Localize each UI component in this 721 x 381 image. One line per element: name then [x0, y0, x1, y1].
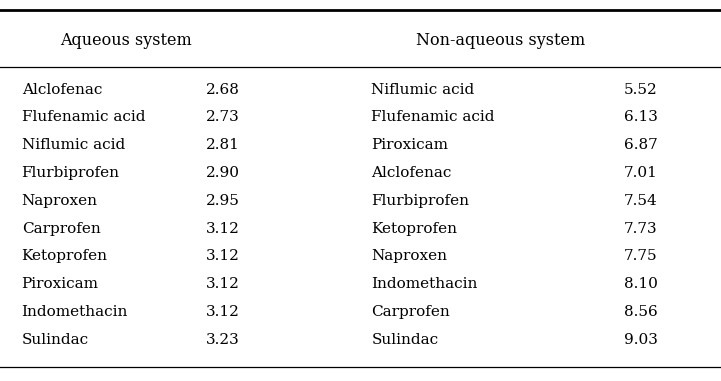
Text: Ketoprofen: Ketoprofen — [22, 250, 107, 263]
Text: Flurbiprofen: Flurbiprofen — [371, 194, 469, 208]
Text: 8.56: 8.56 — [624, 305, 658, 319]
Text: 2.90: 2.90 — [205, 166, 239, 180]
Text: Alclofenac: Alclofenac — [22, 83, 102, 96]
Text: Naproxen: Naproxen — [371, 250, 447, 263]
Text: 6.87: 6.87 — [624, 138, 658, 152]
Text: 3.12: 3.12 — [205, 277, 239, 291]
Text: 3.12: 3.12 — [205, 305, 239, 319]
Text: 8.10: 8.10 — [624, 277, 658, 291]
Text: Aqueous system: Aqueous system — [61, 32, 192, 48]
Text: Flufenamic acid: Flufenamic acid — [22, 110, 145, 124]
Text: 9.03: 9.03 — [624, 333, 658, 347]
Text: 6.13: 6.13 — [624, 110, 658, 124]
Text: 7.73: 7.73 — [624, 222, 658, 235]
Text: Carprofen: Carprofen — [371, 305, 450, 319]
Text: 2.81: 2.81 — [205, 138, 239, 152]
Text: 7.01: 7.01 — [624, 166, 658, 180]
Text: Piroxicam: Piroxicam — [371, 138, 448, 152]
Text: Carprofen: Carprofen — [22, 222, 100, 235]
Text: Naproxen: Naproxen — [22, 194, 97, 208]
Text: Flufenamic acid: Flufenamic acid — [371, 110, 495, 124]
Text: Indomethacin: Indomethacin — [371, 277, 478, 291]
Text: 2.68: 2.68 — [205, 83, 239, 96]
Text: Niflumic acid: Niflumic acid — [371, 83, 474, 96]
Text: 7.75: 7.75 — [624, 250, 658, 263]
Text: Alclofenac: Alclofenac — [371, 166, 451, 180]
Text: 2.73: 2.73 — [205, 110, 239, 124]
Text: Sulindac: Sulindac — [371, 333, 438, 347]
Text: Flurbiprofen: Flurbiprofen — [22, 166, 120, 180]
Text: Non-aqueous system: Non-aqueous system — [417, 32, 585, 48]
Text: Piroxicam: Piroxicam — [22, 277, 99, 291]
Text: Ketoprofen: Ketoprofen — [371, 222, 457, 235]
Text: 3.12: 3.12 — [205, 222, 239, 235]
Text: 2.95: 2.95 — [205, 194, 239, 208]
Text: Sulindac: Sulindac — [22, 333, 89, 347]
Text: 7.54: 7.54 — [624, 194, 658, 208]
Text: 3.23: 3.23 — [205, 333, 239, 347]
Text: Niflumic acid: Niflumic acid — [22, 138, 125, 152]
Text: Indomethacin: Indomethacin — [22, 305, 128, 319]
Text: 3.12: 3.12 — [205, 250, 239, 263]
Text: 5.52: 5.52 — [624, 83, 658, 96]
